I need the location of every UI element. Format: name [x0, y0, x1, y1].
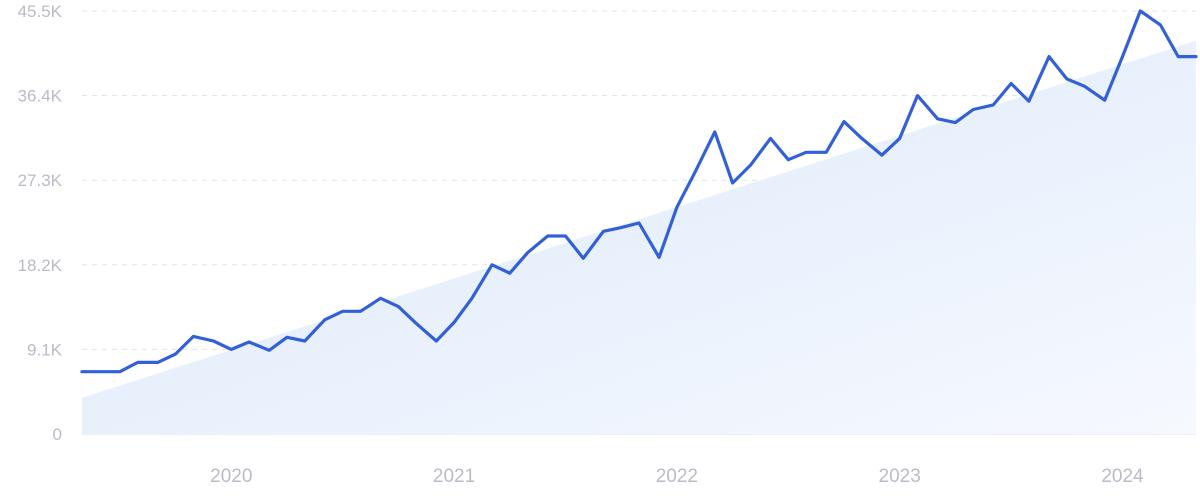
y-tick-label: 9.1K: [27, 340, 63, 359]
trend-area-fill: [82, 40, 1196, 434]
y-tick-label: 27.3K: [18, 171, 63, 190]
x-axis-ticks: 2020 2021 2022 2023 2024: [210, 466, 1144, 487]
trend-area: [82, 40, 1196, 434]
y-tick-label: 36.4K: [18, 87, 63, 106]
y-tick-label: 45.5K: [18, 2, 63, 21]
x-tick-label: 2021: [433, 466, 475, 487]
x-tick-label: 2020: [210, 466, 252, 487]
y-axis-ticks: 0 9.1K 18.2K 27.3K 36.4K 45.5K: [18, 2, 63, 444]
series-line: [80, 9, 1198, 374]
y-tick-label: 18.2K: [18, 256, 63, 275]
x-tick-label: 2022: [656, 466, 698, 487]
x-tick-label: 2023: [879, 466, 921, 487]
y-tick-label: 0: [53, 425, 62, 444]
x-tick-label: 2024: [1101, 466, 1144, 487]
series-line-group: [80, 9, 1198, 374]
